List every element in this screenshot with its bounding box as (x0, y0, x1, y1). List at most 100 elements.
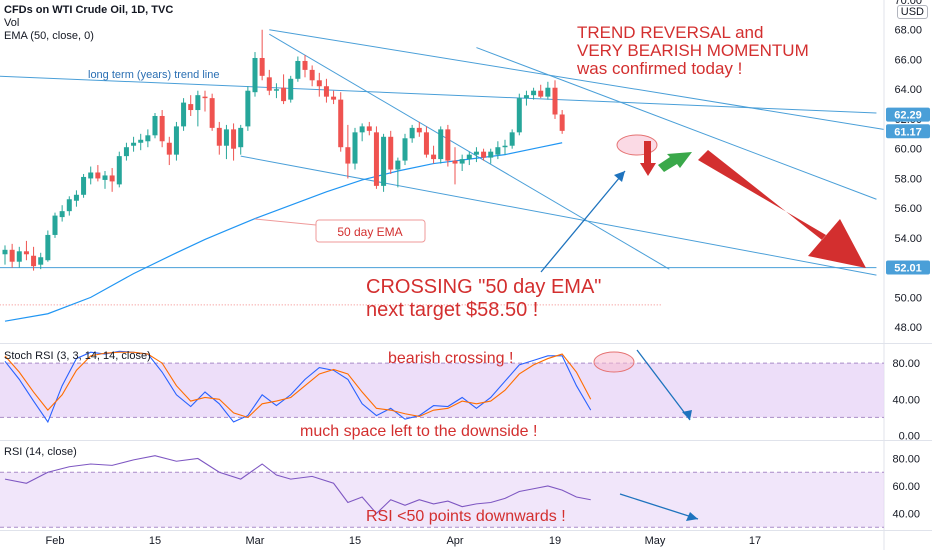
ema-label[interactable]: EMA (50, close, 0) (4, 30, 94, 42)
candle-body (388, 136, 394, 170)
rsi-tick-label: 40.00 (892, 509, 920, 521)
candle-body (188, 104, 194, 111)
stoch-rsi-label[interactable]: Stoch RSI (3, 3, 14, 14, close) (4, 350, 151, 362)
stoch-band (0, 363, 884, 418)
price-tick-label: 70.00 (894, 0, 922, 7)
time-tick-label: Feb (46, 535, 65, 547)
time-tick-label: Mar (246, 535, 265, 547)
price-tick-label: 48.00 (894, 322, 922, 334)
stoch-down-pointer-head (682, 410, 692, 420)
candle-body (352, 132, 358, 164)
candle-body (216, 127, 222, 146)
candle-body (466, 154, 472, 160)
candle-body (9, 249, 15, 262)
price-badge (886, 260, 930, 275)
reversal-note-line1: TREND REVERSAL and (577, 23, 763, 42)
reversal-note-line3: was confirmed today ! (576, 59, 742, 78)
time-tick-label: Apr (446, 535, 463, 547)
big-down-arrow (698, 150, 866, 268)
candle-body (66, 199, 72, 212)
price-badge-label: 52.01 (894, 263, 922, 275)
candle-body (38, 257, 44, 265)
candle-body (523, 95, 529, 99)
stoch-tick-label: 0.00 (899, 430, 920, 442)
stoch-tick-label: 80.00 (892, 358, 920, 370)
candle-body (452, 160, 458, 164)
candle-body (145, 135, 151, 142)
candle-body (181, 102, 187, 127)
candle-body (559, 114, 565, 131)
candle-body (459, 159, 465, 164)
rsi-tick-label: 80.00 (892, 454, 920, 466)
candle-body (152, 115, 158, 136)
price-tick-label: 66.00 (894, 54, 922, 66)
candle-body (2, 249, 8, 255)
price-badge (886, 107, 930, 122)
trend-line-note: long term (years) trend line (88, 69, 219, 81)
price-badge-label: 62.29 (894, 110, 922, 122)
stoch-cross-highlight (593, 351, 635, 373)
candle-body (231, 129, 237, 149)
symbol-line[interactable]: CFDs on WTI Crude Oil, 1D, TVC (4, 4, 174, 16)
stoch-note-1: bearish crossing ! (388, 350, 513, 367)
ema-note-box (315, 219, 426, 243)
candle-body (395, 160, 401, 170)
candle-body (252, 57, 258, 93)
rsi-note: RSI <50 points downwards ! (366, 508, 566, 525)
candle-body (95, 172, 101, 179)
trendline (0, 75, 877, 114)
crossing-pointer (540, 170, 626, 273)
trendline (240, 155, 877, 276)
candle-body (102, 175, 108, 180)
candle-body (495, 147, 501, 155)
time-tick-label: 15 (149, 535, 161, 547)
candle-body (538, 90, 544, 97)
vol-label[interactable]: Vol (4, 17, 20, 29)
candle-body (316, 80, 322, 87)
rsi-down-pointer-head (686, 512, 698, 521)
candle-body (202, 96, 208, 99)
price-tick-label: 64.00 (894, 84, 922, 96)
candle-body (509, 132, 515, 146)
candle-body (359, 126, 365, 133)
candle-body (302, 60, 308, 70)
candle-body (281, 87, 287, 102)
candle-body (323, 86, 329, 97)
candle-body (31, 255, 37, 267)
candle-body (338, 99, 344, 148)
candle-body (438, 129, 444, 160)
price-tick-label: 54.00 (894, 233, 922, 245)
rsi-down-pointer (619, 493, 699, 520)
time-tick-label: 17 (749, 535, 761, 547)
candle-body (73, 194, 79, 201)
price-tick-label: 60.00 (894, 144, 922, 156)
candle-body (373, 132, 379, 186)
rsi-label[interactable]: RSI (14, close) (4, 446, 77, 458)
candle-body (109, 175, 115, 182)
price-tick-label: 56.00 (894, 203, 922, 215)
candle-body (295, 60, 301, 79)
candle-body (116, 156, 122, 185)
crossing-pointer-head (614, 171, 625, 182)
price-badge-label: 61.17 (894, 126, 922, 138)
candle-body (416, 127, 422, 133)
price-tick-label: 50.00 (894, 292, 922, 304)
candle-body (309, 69, 315, 81)
candle-body (52, 215, 58, 235)
currency-badge[interactable]: USD (896, 5, 928, 19)
candle-body (81, 176, 87, 195)
rsi-series-line (4, 455, 591, 515)
candle-body (331, 96, 337, 100)
candle-body (409, 127, 415, 139)
candle-body (166, 142, 172, 155)
candle-body (209, 98, 215, 128)
stoch-down-pointer (636, 349, 691, 421)
ema-note: 50 day EMA (337, 225, 402, 239)
stoch-note-2: much space left to the downside ! (300, 423, 537, 440)
candle-body (345, 147, 351, 164)
candle-body (195, 95, 201, 111)
price-tick-label: 58.00 (894, 173, 922, 185)
stoch-series-line (4, 351, 592, 419)
